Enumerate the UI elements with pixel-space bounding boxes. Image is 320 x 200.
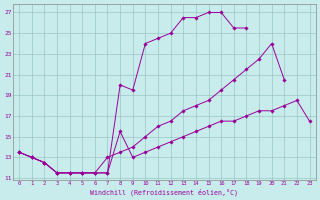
X-axis label: Windchill (Refroidissement éolien,°C): Windchill (Refroidissement éolien,°C) — [90, 188, 238, 196]
